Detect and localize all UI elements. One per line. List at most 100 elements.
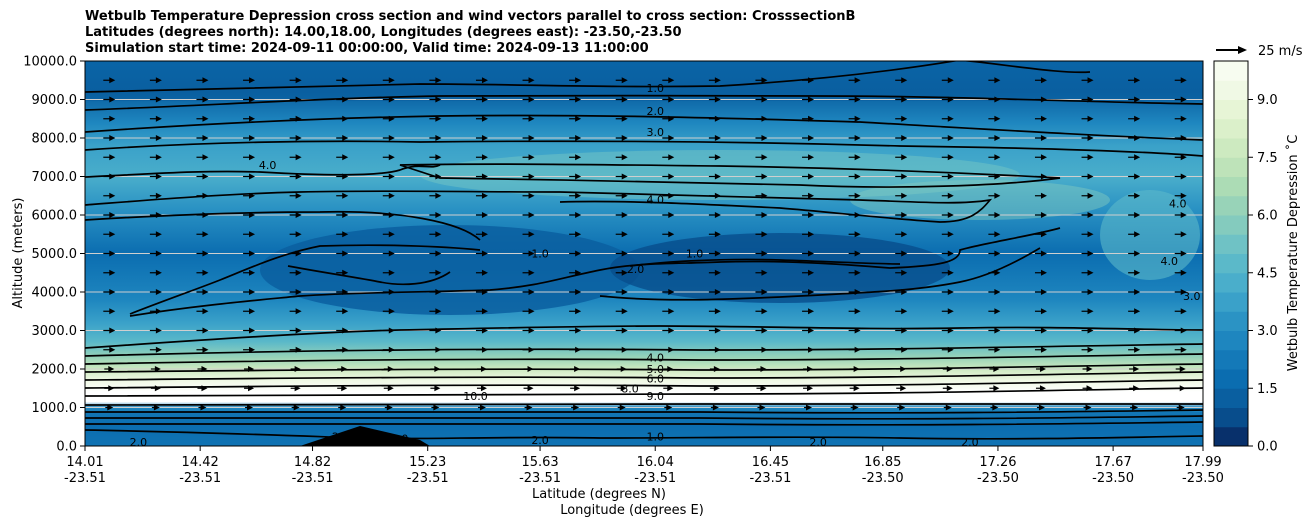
wind-arrow-head — [994, 231, 1001, 238]
wind-arrow-head — [808, 154, 815, 161]
wind-arrow-head — [528, 250, 535, 257]
contour-label: 6.0 — [646, 373, 664, 386]
chart-title: Wetbulb Temperature Depression cross sec… — [85, 9, 855, 57]
wind-arrow-head — [993, 366, 1000, 372]
x-tick-label-lon: -23.51 — [407, 471, 449, 486]
contour-label: 2.0 — [646, 105, 664, 118]
wind-arrow-head — [202, 154, 209, 161]
wind-arrow-head — [900, 366, 907, 372]
wind-arrow-head — [108, 366, 115, 372]
top-band — [85, 61, 1203, 101]
wind-arrow-head — [947, 77, 954, 84]
wind-arrow-head — [713, 366, 720, 372]
wind-arrow-head — [155, 173, 162, 180]
wind-arrow-head — [1040, 289, 1047, 295]
wind-arrow-head — [528, 212, 535, 218]
wind-arrow-head — [575, 250, 582, 257]
wind-arrow-head — [295, 231, 302, 238]
wind-arrow-head — [249, 250, 256, 257]
wind-arrow-head — [1087, 346, 1094, 353]
contour-line — [85, 353, 1203, 365]
wind-arrow-head — [620, 366, 627, 372]
wind-arrow-head — [994, 308, 1001, 315]
wind-arrow-head — [1178, 404, 1185, 411]
wind-arrow-head — [155, 192, 162, 199]
wind-arrow-head — [668, 192, 675, 199]
wind-arrow-head — [1040, 327, 1047, 334]
wind-arrow-head — [202, 308, 209, 315]
wind-arrow-head — [248, 385, 255, 392]
wind-arrow-head — [900, 385, 907, 392]
x-tick-label-lon: -23.51 — [749, 471, 791, 486]
x-tick-label-lat: 14.42 — [182, 455, 219, 470]
wind-arrow-head — [806, 404, 813, 411]
x-axis: 14.01-23.5114.42-23.5114.82-23.5115.23-2… — [64, 446, 1224, 486]
contour-label: 2.0 — [531, 434, 549, 447]
wind-arrow-head — [109, 346, 116, 353]
colorbar-band — [1214, 195, 1248, 216]
wind-arrow-head — [1134, 346, 1141, 353]
wind-arrow-head — [1086, 366, 1093, 372]
wind-arrow-head — [1085, 404, 1092, 411]
wind-arrow-head — [109, 115, 116, 122]
wind-arrow-head — [1087, 327, 1094, 334]
wind-arrow-head — [854, 115, 861, 122]
wind-arrow-head — [1180, 346, 1187, 353]
wind-arrow-head — [761, 289, 768, 295]
wind-arrow-head — [388, 135, 395, 141]
x-tick-label-lat: 16.45 — [752, 455, 789, 470]
wind-arrow-head — [668, 269, 675, 276]
wind-arrow-head — [714, 135, 721, 141]
contour-label: 2.0 — [130, 436, 148, 449]
wind-arrow-head — [109, 135, 116, 141]
wind-arrow-head — [667, 385, 674, 392]
wind-arrow-head — [901, 308, 908, 315]
colorbar-band — [1214, 292, 1248, 312]
wind-arrow-head — [947, 250, 954, 257]
wind-arrow-head — [759, 404, 766, 411]
wind-arrow-head — [619, 404, 626, 411]
wind-arrow-head — [901, 135, 908, 141]
contour-line — [85, 415, 1203, 420]
wind-arrow-head — [1132, 404, 1139, 411]
wind-arrow-head — [388, 327, 395, 334]
wind-arrow-head — [1134, 154, 1141, 161]
wind-arrow-head — [1180, 154, 1187, 161]
wind-arrow-head — [294, 385, 301, 392]
wind-arrow-head — [761, 231, 768, 238]
wind-arrow-head — [1040, 231, 1047, 238]
wind-arrow-head — [249, 346, 256, 353]
wind-arrow-head — [993, 385, 1000, 392]
wind-arrow-head — [481, 327, 488, 334]
terrain-shadow — [300, 426, 430, 446]
wind-arrow-head — [342, 327, 349, 334]
wind-arrow-head — [947, 115, 954, 122]
x-tick-label-lon: -23.51 — [179, 471, 221, 486]
x-tick-label-lon: -23.51 — [64, 471, 106, 486]
x-tick-label-lat: 15.23 — [409, 455, 446, 470]
wind-arrow-head — [620, 385, 627, 392]
wind-arrow-head — [901, 250, 908, 257]
wind-arrow-head — [202, 327, 209, 334]
wind-arrow-head — [621, 173, 628, 180]
x-tick-label-lon: -23.51 — [634, 471, 676, 486]
moist-patch-upper — [850, 180, 1110, 220]
contour-label: 2.0 — [391, 432, 409, 445]
wind-arrow-head — [761, 135, 768, 141]
wind-arrow-head — [808, 192, 815, 199]
wind-arrow-head — [854, 173, 861, 180]
wind-arrow-head — [155, 96, 162, 103]
moist-patch-east — [1100, 190, 1200, 280]
colorbar-band — [1214, 272, 1248, 293]
y-tick-label: 2000.0 — [32, 363, 78, 378]
wind-arrow-head — [342, 96, 349, 103]
wind-arrow-head — [1134, 135, 1141, 141]
wind-arrow-head — [155, 346, 162, 353]
wind-arrow-head — [1134, 77, 1141, 84]
wind-arrow-head — [435, 269, 442, 276]
wind-arrow-head — [808, 135, 815, 141]
wind-arrow-head — [808, 231, 815, 238]
wind-arrow-head — [621, 115, 628, 122]
y-tick-label: 0.0 — [56, 440, 77, 455]
